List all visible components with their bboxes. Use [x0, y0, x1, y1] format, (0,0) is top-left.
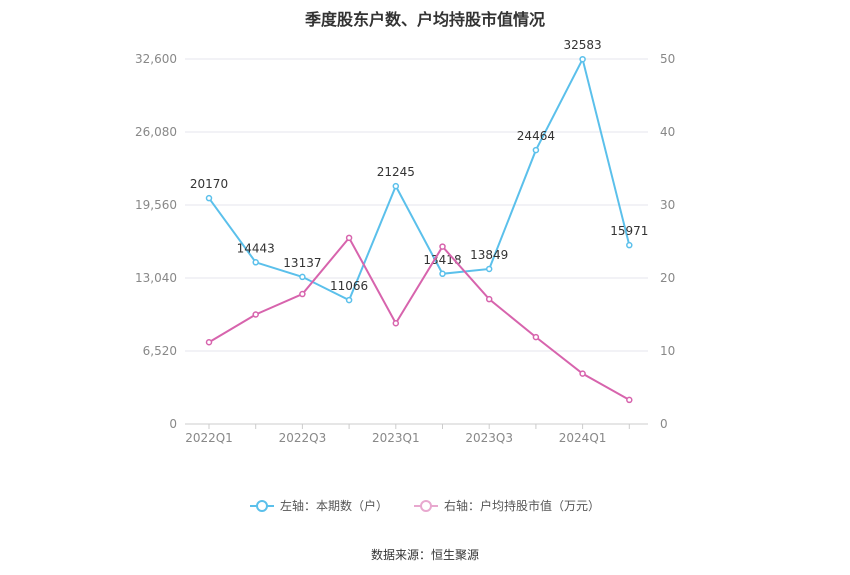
- y-right-tick-label: 20: [660, 271, 675, 285]
- data-point-left: [345, 296, 353, 304]
- legend-label-left: 左轴：本期数（户）: [279, 499, 388, 513]
- data-point-right: [626, 396, 633, 404]
- data-point-left: [392, 182, 400, 190]
- legend-item-left[interactable]: 左轴：本期数（户）: [249, 497, 388, 514]
- data-label: 13137: [283, 256, 321, 270]
- y-right-tick-label: 10: [660, 344, 675, 358]
- data-label: 20170: [190, 177, 228, 191]
- data-point-right: [299, 290, 306, 298]
- x-tick-label: 2022Q3: [279, 431, 327, 445]
- legend-swatch-right: [414, 499, 438, 512]
- data-point-left: [439, 270, 446, 278]
- y-left-tick-label: 32,600: [135, 52, 177, 66]
- x-tick-label: 2023Q1: [372, 431, 420, 445]
- y-right-tick-label: 50: [660, 52, 675, 66]
- data-label: 32583: [564, 38, 602, 52]
- data-point-right: [579, 370, 586, 377]
- x-tick-label: 2024Q1: [559, 431, 607, 445]
- data-point-right: [439, 243, 446, 250]
- data-label: 24464: [517, 129, 555, 143]
- y-left-tick-label: 13,040: [135, 271, 177, 285]
- chart-title: 季度股东户数、户均持股市值情况: [304, 10, 545, 29]
- data-point-left: [252, 259, 259, 266]
- legend: 左轴：本期数（户） 右轴：户均持股市值（万元）: [0, 497, 850, 514]
- data-point-right: [205, 338, 213, 346]
- data-label: 11066: [330, 279, 368, 293]
- legend-label-right: 右轴：户均持股市值（万元）: [444, 499, 601, 513]
- series-line-left: [208, 56, 631, 302]
- data-label: 13418: [423, 253, 461, 267]
- data-label: 21245: [377, 165, 415, 179]
- data-point-left: [532, 146, 540, 154]
- data-point-right: [532, 333, 540, 341]
- y-right-tick-label: 40: [660, 125, 675, 139]
- legend-swatch-left: [249, 499, 274, 512]
- data-point-left: [579, 55, 586, 63]
- x-tick-label: 2022Q1: [185, 431, 233, 445]
- y-left-tick-label: 19,560: [135, 198, 177, 212]
- data-point-left: [299, 273, 306, 281]
- data-point-right: [345, 234, 353, 242]
- data-point-left: [485, 265, 493, 273]
- data-point-right: [485, 295, 493, 303]
- source-text: 数据来源：恒生聚源: [370, 548, 479, 562]
- data-label: 15971: [610, 224, 648, 238]
- series-line-right: [208, 236, 630, 401]
- data-point-right: [392, 320, 400, 327]
- legend-item-right[interactable]: 右轴：户均持股市值（万元）: [414, 497, 600, 514]
- data-point-left: [626, 241, 633, 249]
- data-point-right: [252, 311, 259, 318]
- y-right-tick-label: 0: [660, 417, 668, 431]
- y-left-tick-label: 0: [169, 417, 177, 431]
- data-point-left: [205, 194, 213, 202]
- x-tick-label: 2023Q3: [465, 431, 513, 445]
- y-left-tick-label: 26,080: [135, 125, 177, 139]
- data-label: 14443: [237, 241, 275, 255]
- y-right-tick-label: 30: [660, 198, 675, 212]
- y-left-tick-label: 6,520: [143, 344, 177, 358]
- data-label: 13849: [470, 248, 508, 262]
